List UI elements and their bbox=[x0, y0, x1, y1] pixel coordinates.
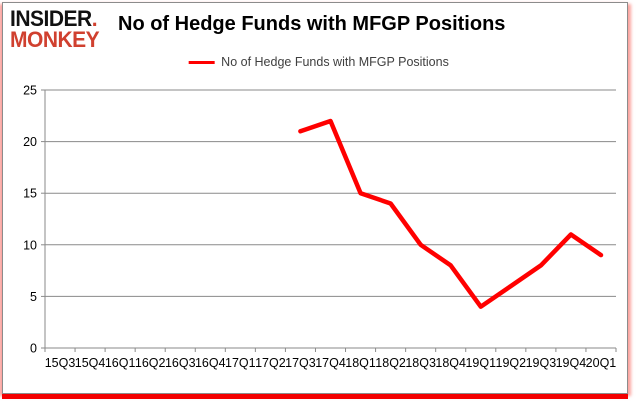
y-tick-label: 10 bbox=[23, 238, 37, 252]
logo-line-insider: INSIDER. bbox=[10, 6, 98, 32]
x-tick-label: 18Q1 bbox=[345, 356, 376, 370]
legend-label: No of Hedge Funds with MFGP Positions bbox=[221, 55, 449, 69]
y-tick-label: 20 bbox=[23, 135, 37, 149]
x-tick-label: 19Q4 bbox=[556, 356, 587, 370]
x-tick-label: 18Q4 bbox=[435, 356, 466, 370]
x-tick-label: 16Q3 bbox=[165, 356, 196, 370]
x-tick-label: 17Q4 bbox=[315, 356, 346, 370]
legend-line-swatch bbox=[188, 60, 215, 64]
x-tick-label: 19Q1 bbox=[465, 356, 496, 370]
x-tick-label: 18Q2 bbox=[375, 356, 406, 370]
y-tick-label: 25 bbox=[23, 84, 37, 98]
logo-line-monkey: MONKEY bbox=[10, 27, 100, 53]
x-tick-label: 15Q3 bbox=[45, 356, 76, 370]
y-tick-label: 15 bbox=[23, 187, 37, 201]
x-tick-label: 20Q1 bbox=[586, 356, 617, 370]
chart-title: No of Hedge Funds with MFGP Positions bbox=[118, 13, 506, 35]
logo-red-period: . bbox=[91, 6, 98, 32]
x-tick-label: 16Q1 bbox=[105, 356, 136, 370]
x-tick-label: 17Q2 bbox=[255, 356, 286, 370]
x-tick-label: 15Q4 bbox=[75, 356, 106, 370]
y-tick-label: 0 bbox=[30, 342, 37, 356]
x-tick-label: 16Q2 bbox=[135, 356, 166, 370]
x-tick-label: 19Q2 bbox=[496, 356, 527, 370]
x-tick-label: 19Q3 bbox=[526, 356, 557, 370]
legend: No of Hedge Funds with MFGP Positions bbox=[188, 55, 449, 69]
x-tick-label: 17Q3 bbox=[285, 356, 316, 370]
x-tick-label: 17Q1 bbox=[225, 356, 256, 370]
series-line bbox=[298, 118, 604, 309]
insider-monkey-logo: INSIDER. MONKEY bbox=[10, 6, 120, 53]
y-tick-label: 5 bbox=[30, 290, 37, 304]
chart-frame bbox=[2, 2, 628, 394]
x-tick-label: 16Q4 bbox=[195, 356, 226, 370]
x-tick-label: 18Q3 bbox=[405, 356, 436, 370]
